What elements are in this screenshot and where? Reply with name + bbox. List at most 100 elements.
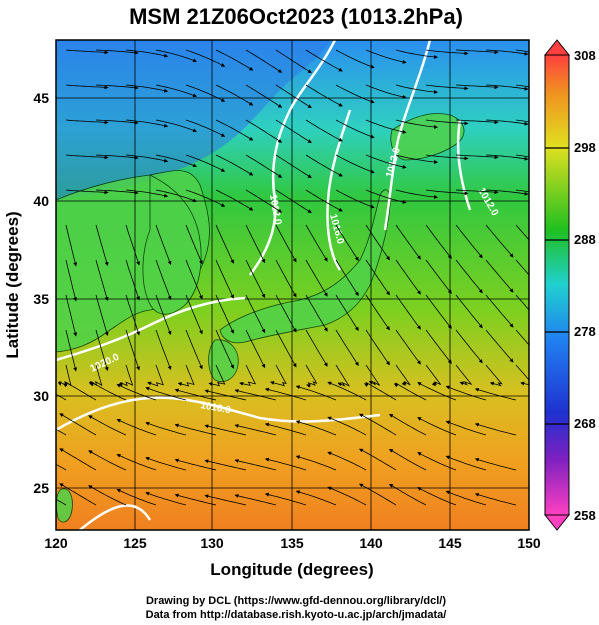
streamline — [95, 119, 139, 125]
streamline — [395, 329, 421, 365]
streamline — [125, 189, 169, 198]
streamline — [425, 364, 442, 387]
x-tick-label: 140 — [359, 535, 383, 551]
isobars — [56, 40, 472, 530]
streamline — [215, 189, 254, 211]
streamline — [59, 448, 97, 471]
x-tick-label: 120 — [44, 535, 68, 551]
streamline — [95, 329, 109, 372]
colorbar-bar — [544, 54, 570, 516]
korean-peninsula — [142, 174, 202, 315]
streamline — [485, 259, 514, 293]
isobar — [248, 40, 337, 276]
streamline — [485, 329, 514, 363]
streamline — [208, 364, 226, 387]
isobar — [383, 40, 432, 231]
streamline — [515, 224, 529, 241]
streamline — [245, 329, 266, 369]
streamline — [275, 84, 312, 109]
streamline — [485, 154, 529, 161]
streamline — [145, 421, 187, 436]
streamline — [155, 329, 172, 371]
isobar — [79, 504, 152, 530]
streamline — [485, 119, 529, 126]
streamline — [455, 154, 499, 160]
x-tick-label: 150 — [517, 535, 541, 551]
streamline — [185, 154, 226, 172]
contour-label: 1016.0 — [199, 400, 231, 416]
streamline — [417, 452, 457, 471]
streamline — [174, 388, 217, 401]
streamline — [515, 84, 529, 88]
streamline — [95, 259, 109, 302]
streamline — [88, 485, 127, 506]
colorbar-max-cap — [543, 39, 571, 56]
streamline — [204, 389, 247, 401]
streamline — [245, 224, 266, 264]
colorbar-tick-label: 258 — [574, 508, 596, 523]
streamline — [395, 224, 421, 260]
streamline — [515, 364, 529, 386]
isobar — [326, 109, 352, 271]
colorbar-tick-label: 278 — [574, 324, 596, 339]
streamline — [95, 224, 109, 267]
streamline — [359, 448, 397, 471]
streamline — [417, 382, 457, 401]
honshu — [219, 189, 391, 344]
streamlines — [56, 49, 529, 506]
y-ticks: 45 40 35 30 25 — [33, 90, 49, 496]
streamline — [425, 49, 469, 56]
streamline — [155, 189, 198, 203]
streamline — [395, 84, 438, 94]
colorbar-tick-label: 288 — [574, 232, 596, 247]
streamline — [445, 490, 487, 506]
streamline — [56, 498, 67, 506]
streamline — [365, 119, 407, 134]
streamline — [365, 154, 407, 169]
streamline — [245, 154, 283, 178]
streamline — [264, 492, 307, 506]
isobar — [56, 296, 246, 362]
y-axis-label: Latitude (degrees) — [3, 211, 22, 358]
streamline — [305, 189, 343, 212]
streamline — [185, 119, 226, 137]
streamline — [335, 49, 375, 69]
streamline — [388, 413, 427, 436]
streamline — [365, 84, 407, 99]
streamline — [425, 224, 452, 259]
streamline — [275, 154, 312, 179]
y-tick-label: 25 — [33, 480, 49, 496]
streamline — [275, 224, 297, 263]
streamline — [125, 154, 169, 163]
streamline — [515, 294, 529, 311]
streamline — [455, 329, 483, 364]
streamline — [455, 294, 483, 329]
streamline — [65, 259, 78, 302]
streamline — [264, 387, 307, 401]
streamline — [395, 294, 421, 330]
streamline — [65, 294, 78, 337]
streamline — [275, 329, 297, 368]
streamline — [155, 49, 198, 63]
streamline — [295, 490, 337, 506]
streamline — [395, 259, 421, 295]
streamline — [95, 189, 139, 195]
streamline — [89, 381, 127, 401]
streamline — [474, 492, 517, 506]
streamline — [388, 448, 427, 471]
streamline — [125, 84, 169, 93]
streamline — [215, 119, 254, 141]
streamline — [145, 456, 187, 471]
streamline — [335, 189, 375, 209]
plot-frame — [55, 39, 530, 531]
streamline — [59, 413, 97, 436]
streamline — [116, 489, 157, 506]
streamline — [455, 224, 483, 259]
streamline — [155, 294, 172, 336]
streamline — [95, 294, 109, 337]
streamline — [264, 457, 307, 471]
x-tick-label: 125 — [123, 535, 147, 551]
streamline — [417, 487, 457, 506]
streamline — [215, 84, 254, 106]
streamline — [147, 364, 164, 387]
